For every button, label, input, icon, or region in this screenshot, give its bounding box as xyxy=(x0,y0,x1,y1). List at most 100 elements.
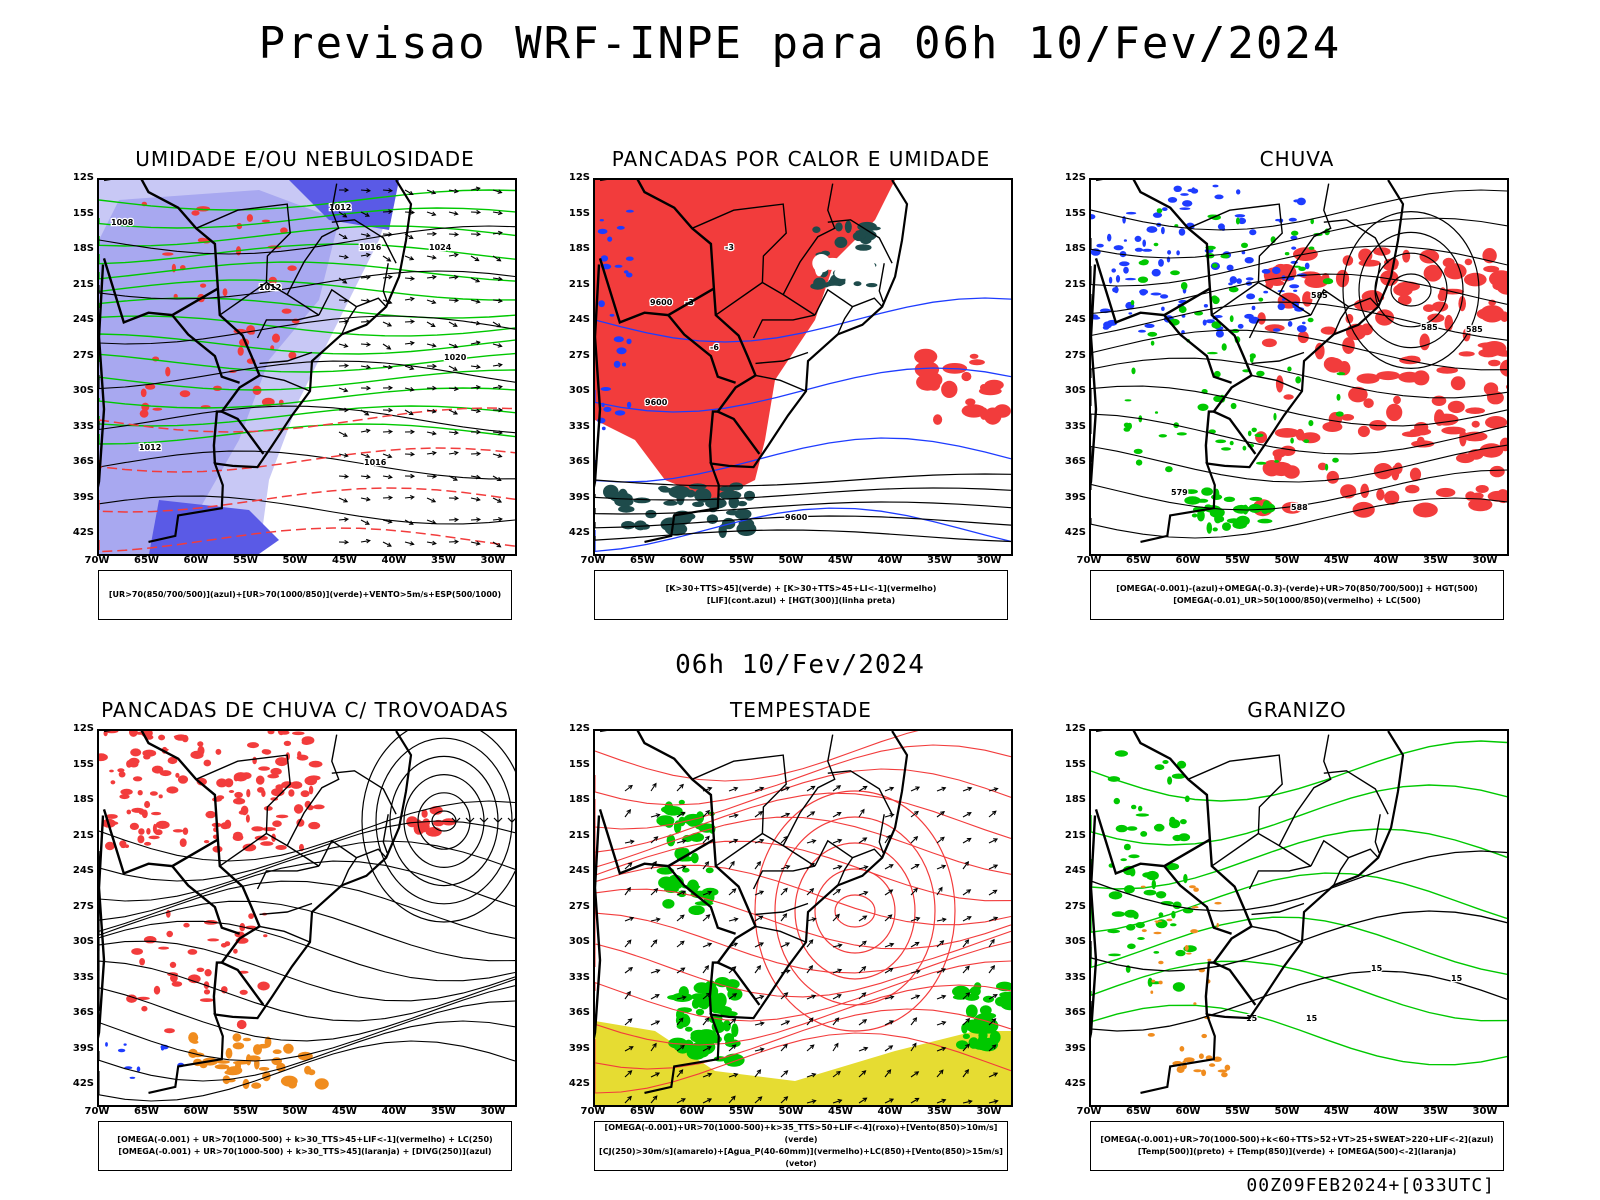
convection-red-area xyxy=(993,404,1011,418)
wind-vector-head xyxy=(941,1098,947,1104)
wind-vector xyxy=(884,995,894,1000)
wind850-green-area xyxy=(690,852,699,864)
country-border xyxy=(1096,731,1257,1006)
wind-vector xyxy=(650,836,658,844)
wind850-green-area xyxy=(695,1029,718,1044)
longitude-label: 65W xyxy=(630,555,655,566)
wind-vector xyxy=(624,991,631,1000)
temp850-contour xyxy=(1143,889,1157,896)
wind-vector-head xyxy=(732,993,738,998)
storm-red-area xyxy=(290,781,303,789)
latitude-label: 27S xyxy=(72,900,94,912)
wind-vector-head xyxy=(783,887,788,893)
wind-vector-head xyxy=(939,940,945,945)
rain-blue-area xyxy=(1123,266,1129,274)
wind-vector-head xyxy=(679,940,685,946)
storm-orange-area xyxy=(232,1033,242,1042)
wind-vector-head xyxy=(475,541,481,546)
wind-vector xyxy=(702,861,709,870)
storm-red-area xyxy=(143,936,157,944)
country-border xyxy=(1094,258,1211,324)
storm-red-area xyxy=(183,922,190,928)
convection-red-area xyxy=(965,398,976,406)
wind-vector-head xyxy=(914,1097,920,1103)
storm-red-area xyxy=(233,774,239,782)
wind-vector xyxy=(728,1073,738,1078)
wind-vector-head xyxy=(759,994,765,1000)
rain-blue-area xyxy=(1151,268,1161,277)
rain-red-area xyxy=(1261,338,1277,348)
rain-blue-area xyxy=(1202,319,1207,326)
temp850-contour xyxy=(1091,740,1507,802)
hgt500-contour xyxy=(1342,210,1480,370)
wind-vector-head xyxy=(863,865,869,870)
latitude-label: 15S xyxy=(72,207,94,219)
storm-red-area xyxy=(422,818,431,827)
convection-green-area xyxy=(621,521,636,530)
rain-red-area xyxy=(1375,309,1395,326)
temp850-contour xyxy=(1111,911,1126,917)
wind-vector xyxy=(360,299,370,302)
longitude-label: 60W xyxy=(183,555,209,566)
wind-vector-head xyxy=(343,254,349,260)
wind-vector xyxy=(338,453,348,457)
storm-orange-area xyxy=(314,1078,329,1090)
wind-vector-head xyxy=(889,1020,895,1025)
rain-red-area xyxy=(1413,502,1438,518)
state-border xyxy=(715,832,763,867)
wind-vector-head xyxy=(409,296,415,302)
rain-green-area xyxy=(1322,278,1334,285)
longitude-label: 45W xyxy=(332,1106,357,1117)
convection-green-area xyxy=(618,505,635,513)
wind-vector xyxy=(360,540,370,543)
streamline xyxy=(99,800,515,862)
streamline xyxy=(99,940,515,1002)
humidity-red-contour xyxy=(288,351,297,360)
temp850-contour xyxy=(1154,764,1165,771)
wind-vector xyxy=(360,343,371,346)
rain-green-area xyxy=(1290,437,1294,444)
storm-red-area xyxy=(203,989,211,995)
hgt300-contour xyxy=(595,487,1011,501)
map-canvas xyxy=(99,731,515,1102)
rain-red-area xyxy=(1437,292,1446,301)
wind-vector-head xyxy=(365,252,371,258)
wind-vector-head xyxy=(707,890,713,896)
wind-vector xyxy=(728,993,737,1000)
rain-green-area xyxy=(1274,460,1279,463)
wind-vector-head xyxy=(409,365,415,371)
humidity-green-contour xyxy=(99,315,515,337)
longitude-label: 40W xyxy=(1373,1106,1399,1117)
state-border xyxy=(219,281,267,316)
wind-vector-head xyxy=(342,213,348,218)
omega-orange-area xyxy=(1150,990,1154,994)
wind-vector xyxy=(448,276,458,279)
wind-vector-head xyxy=(475,320,481,326)
wind-vector xyxy=(448,343,458,348)
wind-vector xyxy=(492,431,502,434)
latitude-label: 30S xyxy=(72,385,94,396)
omega-orange-area xyxy=(1217,1069,1228,1073)
rain-blue-area xyxy=(1134,235,1142,242)
state-border xyxy=(341,857,358,886)
rain-blue-area xyxy=(1134,247,1143,252)
legend-box: [OMEGA(-0.001) + UR>70(1000-500) + k>30_… xyxy=(98,1121,512,1171)
wind-vector xyxy=(728,787,738,792)
wind-vector-head xyxy=(431,343,437,348)
wind-vector xyxy=(360,475,370,478)
omega-orange-area xyxy=(1191,906,1199,909)
latitude-label: 27S xyxy=(1064,900,1086,912)
wind-vector-head xyxy=(387,519,393,524)
longitude-label: 60W xyxy=(183,1106,209,1117)
wind-vector-head xyxy=(453,252,459,258)
wind-vector xyxy=(884,943,894,948)
state-border xyxy=(259,902,313,916)
wind-vector xyxy=(988,1018,996,1026)
rain-blue-area xyxy=(1251,305,1256,311)
longitude-label: 50W xyxy=(1274,555,1300,566)
latitude-label: 42S xyxy=(568,1078,590,1089)
storm-red-area xyxy=(247,742,259,749)
contour-label: 585 xyxy=(1466,325,1483,334)
